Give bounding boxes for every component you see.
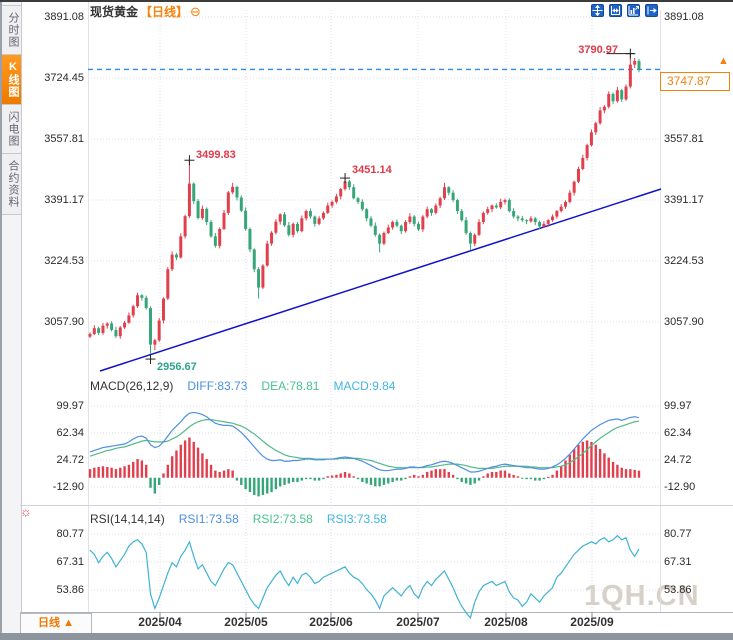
rsi2-value: RSI2:73.58 — [252, 512, 313, 526]
macd-axis-label-left: -12.90 — [52, 481, 84, 493]
period-label: 日线 — [38, 617, 61, 629]
period-tag: 【日线】 — [140, 5, 189, 19]
crosshair-icon — [592, 5, 603, 16]
y-axis-label-right: 3057.90 — [664, 316, 704, 328]
x-axis-label: 2025/04 — [138, 615, 182, 629]
symbol-name: 现货黄金 — [90, 5, 139, 19]
chart-header: 现货黄金 【日线】 ⊖ — [90, 3, 201, 20]
rsi-title: RSI(14,14,14) — [90, 512, 165, 526]
y-axis-label-right: 3391.17 — [664, 194, 704, 206]
exit-icon — [647, 6, 657, 15]
rsi-axis-label-left: 67.31 — [56, 556, 84, 568]
window-bottom-edge — [0, 633, 733, 640]
rsi-axis-label-left: 53.86 — [56, 584, 84, 596]
watermark: 1QH.CN — [584, 580, 700, 612]
annotation-april-high: 3499.83 — [196, 149, 236, 161]
indicator-chart-icon — [628, 6, 639, 16]
macd-axis-label-left: 99.97 — [56, 400, 84, 412]
x-axis-label: 2025/05 — [224, 615, 268, 629]
macd-dea-value: DEA:78.81 — [261, 379, 320, 393]
rsi3-value: RSI3:73.58 — [326, 512, 387, 526]
macd-axis-label-left: 24.72 — [56, 454, 84, 466]
sidebar: 分时图 K线图 闪电图 合约资料 — [2, 2, 22, 633]
indicator-alert-icon[interactable]: ☼ — [20, 504, 32, 519]
window-top-edge — [0, 0, 733, 2]
macd-axis-label-right: 99.97 — [664, 400, 692, 412]
rsi-axis-label-right: 53.86 — [664, 584, 692, 596]
y-axis-label-left: 3224.53 — [44, 255, 84, 267]
sidebar-tab-kline-chart[interactable]: K线图 — [2, 55, 21, 105]
x-axis-label: 2025/08 — [484, 615, 528, 629]
axis-scale-button[interactable] — [609, 4, 622, 17]
period-arrow-icon: ▲ — [63, 617, 74, 629]
y-axis-label-right: 3891.08 — [664, 11, 704, 23]
price-pin-icon: ▲ — [718, 55, 729, 67]
macd-axis-label-left: 62.34 — [56, 427, 84, 439]
rsi1-value: RSI1:73.58 — [178, 512, 239, 526]
macd-macd-value: MACD:9.84 — [333, 379, 396, 393]
annotation-lowest-price: 2956.67 — [157, 361, 197, 373]
axis-scale-icon — [611, 6, 620, 15]
zoom-out-icon[interactable]: ⊖ — [190, 4, 201, 19]
macd-header: MACD(26,12,9) DIFF:83.73 DEA:78.81 MACD:… — [90, 379, 395, 393]
period-selector[interactable]: 日线 ▲ — [20, 613, 92, 633]
sidebar-tab-time-chart[interactable]: 分时图 — [2, 5, 21, 55]
y-axis-label-right: 3557.81 — [664, 133, 704, 145]
annotation-june-high: 3451.14 — [352, 164, 392, 176]
x-axis-label: 2025/07 — [396, 615, 440, 629]
x-axis-label: 2025/06 — [309, 615, 353, 629]
rsi-axis-label-left: 80.77 — [56, 528, 84, 540]
sidebar-tab-lightning-chart[interactable]: 闪电图 — [2, 105, 21, 154]
y-axis-label-left: 3057.90 — [44, 316, 84, 328]
rsi-axis-label-right: 67.31 — [664, 556, 692, 568]
indicator-chart-button[interactable] — [627, 4, 640, 17]
y-axis-label-left: 3724.45 — [44, 72, 84, 84]
y-axis-label-left: 3391.17 — [44, 194, 84, 206]
window-left-edge — [0, 2, 2, 633]
sidebar-tab-contract-info[interactable]: 合约资料 — [2, 154, 21, 215]
current-price-box: 3747.87 — [660, 72, 730, 91]
y-axis-label-left: 3891.08 — [44, 11, 84, 23]
chart-toolbar — [591, 4, 658, 17]
macd-title: MACD(26,12,9) — [90, 379, 174, 393]
crosshair-button[interactable] — [591, 4, 604, 17]
macd-axis-label-right: -12.90 — [664, 481, 696, 493]
rsi-axis-label-right: 80.77 — [664, 528, 692, 540]
annotation-highest-price: 3790.97 — [578, 44, 618, 56]
x-axis-label: 2025/09 — [570, 615, 614, 629]
y-axis-label-left: 3557.81 — [44, 133, 84, 145]
y-axis-label-right: 3224.53 — [664, 255, 704, 267]
rsi-header: RSI(14,14,14) RSI1:73.58 RSI2:73.58 RSI3… — [90, 512, 387, 526]
macd-diff-value: DIFF:83.73 — [187, 379, 248, 393]
macd-axis-label-right: 24.72 — [664, 454, 692, 466]
macd-axis-label-right: 62.34 — [664, 427, 692, 439]
exit-button[interactable] — [645, 4, 658, 17]
